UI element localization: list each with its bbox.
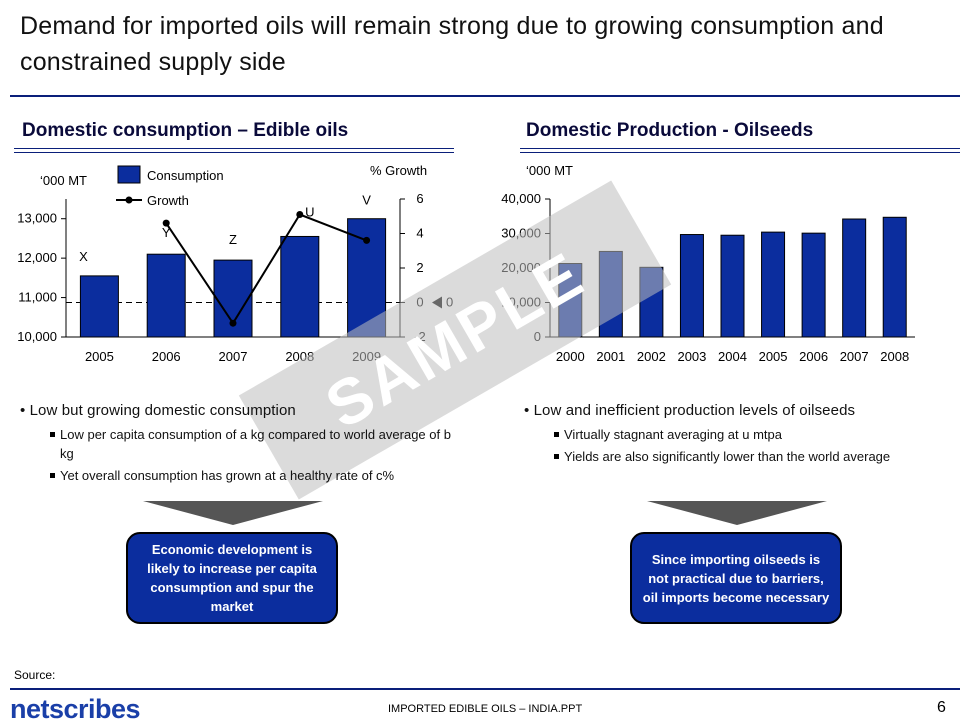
y-tick-label: 40,000 (501, 191, 541, 206)
legend-consumption-swatch (117, 165, 141, 184)
left-section-rule (14, 148, 454, 153)
x-tick-label: 2001 (596, 349, 625, 364)
y2-tick-label: 4 (416, 226, 423, 241)
x-tick-label: 2008 (880, 349, 909, 364)
left-callout: Economic development is likely to increa… (126, 532, 338, 624)
title-divider (10, 95, 960, 97)
slide-title: Demand for imported oils will remain str… (20, 12, 884, 76)
y2-tick-label: 6 (416, 191, 423, 206)
consumption-bar (146, 253, 186, 338)
growth-point (363, 236, 371, 244)
production-bar (761, 231, 786, 338)
left-chevron-arrow-icon (143, 501, 323, 525)
left-section-title: Domestic consumption – Edible oils (22, 120, 349, 141)
bar-data-label: X (79, 249, 88, 264)
production-bar (882, 216, 907, 338)
consumption-bar (79, 275, 119, 338)
bar-data-label: V (362, 193, 371, 208)
production-bar (842, 218, 867, 338)
y2-tick-label: 2 (416, 260, 423, 275)
production-bar (801, 232, 826, 338)
y-axis-label: ‘000 MT (40, 173, 87, 188)
x-tick-label: 2006 (152, 349, 181, 364)
legend-consumption-label: Consumption (147, 168, 224, 183)
x-tick-label: 2007 (840, 349, 869, 364)
y-tick-label: 11,000 (18, 290, 57, 305)
x-tick-label: 2000 (556, 349, 585, 364)
x-tick-label: 2004 (718, 349, 747, 364)
footer-divider (10, 688, 960, 690)
left-bullets: • Low but growing domestic consumption L… (20, 402, 460, 488)
netscribes-logo: netscribes (10, 694, 141, 724)
left-bullet-main: • Low but growing domestic consumption (20, 402, 296, 419)
x-tick-label: 2003 (677, 349, 706, 364)
left-sub-bullet: Low per capita consumption of a kg compa… (20, 425, 460, 463)
left-sub-bullet: Yet overall consumption has grown at a h… (20, 466, 460, 485)
right-section-title: Domestic Production - Oilseeds (526, 120, 814, 141)
growth-line (165, 213, 367, 326)
growth-point (296, 211, 304, 219)
x-tick-label: 2007 (219, 349, 248, 364)
right-bullets: • Low and inefficient production levels … (524, 402, 964, 469)
y-tick-label: 13,000 (17, 211, 57, 226)
growth-point (162, 219, 170, 227)
x-tick-label: 2005 (759, 349, 788, 364)
right-chevron-arrow-icon (647, 501, 827, 525)
production-bar (679, 234, 704, 338)
x-tick-label: 2006 (799, 349, 828, 364)
source-label: Source: (14, 668, 56, 682)
bar-data-label: Z (229, 232, 237, 247)
y-axis-label: ‘000 MT (526, 163, 573, 178)
legend-growth-marker (125, 196, 133, 204)
legend-growth-label: Growth (147, 193, 189, 208)
right-sub-bullet: Yields are also significantly lower than… (524, 447, 964, 466)
bar-data-label: Y (162, 225, 171, 240)
y2-axis-label: % Growth (370, 163, 427, 178)
x-tick-label: 2005 (85, 349, 114, 364)
right-callout-text: Since importing oilseeds is not practica… (642, 551, 830, 605)
bar-data-label: U (305, 204, 314, 219)
x-tick-label: 2002 (637, 349, 666, 364)
page-number: 6 (937, 699, 946, 716)
production-bar (720, 234, 745, 338)
consumption-bar (280, 235, 320, 338)
y-tick-label: 10,000 (17, 329, 57, 344)
right-bullet-main: • Low and inefficient production levels … (524, 402, 856, 419)
footer-text: IMPORTED EDIBLE OILS – INDIA.PPT (388, 703, 583, 715)
growth-point (229, 319, 237, 327)
right-sub-bullet: Virtually stagnant averaging at u mtpa (524, 425, 964, 444)
y-tick-label: 12,000 (17, 250, 57, 265)
left-callout-text: Economic development is likely to increa… (147, 542, 317, 614)
right-callout: Since importing oilseeds is not practica… (630, 532, 842, 624)
right-section-rule (520, 148, 960, 153)
